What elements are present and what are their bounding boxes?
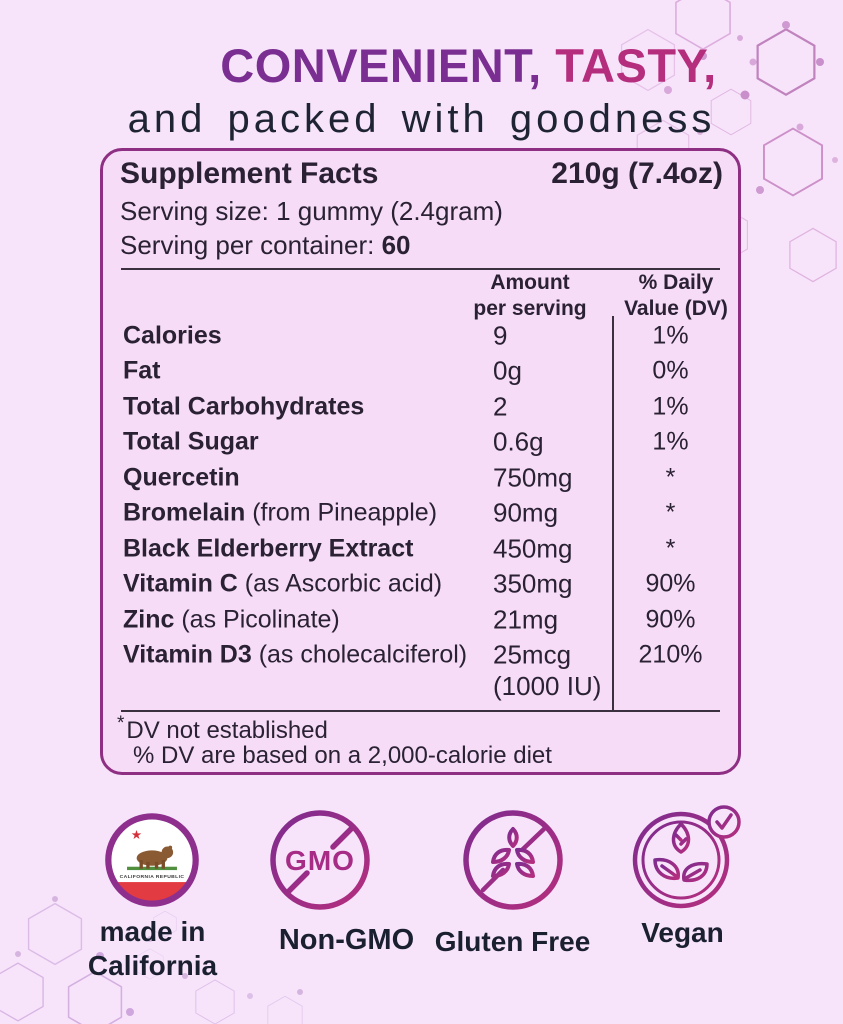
serving-size: Serving size: 1 gummy (2.4gram) (120, 196, 503, 226)
nutrient-note: (as Ascorbic acid) (237, 569, 443, 598)
nutrient-name: Vitamin C (as Ascorbic acid) (123, 569, 443, 598)
amount-value: 9 (493, 320, 508, 351)
table-row: Black Elderberry Extract 450mg * (123, 531, 724, 567)
amount-value: 25mcg (493, 639, 572, 670)
dv-value: 1% (652, 427, 689, 456)
table-row: Total Carbohydrates 2 1% (123, 389, 724, 425)
dv-value: * (665, 498, 676, 527)
table-row: Vitamin C (as Ascorbic acid) 350mg 90% (123, 567, 724, 603)
title-accent-2: TASTY, (541, 39, 717, 92)
servings-count: 60 (381, 230, 411, 260)
nutrient-name: Quercetin (123, 463, 240, 492)
vegan-icon (632, 805, 741, 909)
panel-header: Supplement Facts 210g (7.4oz) (120, 157, 723, 191)
gmo-text: GMO (285, 845, 355, 876)
table-row: Vitamin D3 (as cholecalciferol) 25mcg (1… (123, 638, 724, 701)
table-row: Calories 9 1% (123, 318, 724, 354)
dv-value: 1% (652, 321, 689, 350)
non-gmo-icon: GMO (270, 810, 370, 910)
nutrient-name: Fat (123, 356, 161, 385)
panel-title: Supplement Facts (120, 157, 379, 190)
dv-value: 1% (652, 392, 689, 421)
svg-text:★: ★ (131, 828, 142, 842)
footnote-dv: *DV not established (117, 713, 328, 744)
dv-value: 0% (652, 356, 689, 385)
nutrient-name: Vitamin D3 (as cholecalciferol) (123, 640, 468, 669)
nutrition-rows: Calories 9 1% Fat 0g 0% Total Carbohydra… (123, 318, 724, 701)
california-flag-icon: ★ CALIFORNIA REPUBLIC (105, 813, 199, 907)
nutrient-name: Total Carbohydrates (123, 392, 365, 421)
amount-value: 21mg (493, 604, 559, 635)
column-divider (612, 316, 614, 710)
nutrient-name: Zinc (as Picolinate) (123, 605, 340, 634)
net-weight: 210g (7.4oz) (551, 157, 723, 190)
page-title: CONVENIENT, TASTY, and packed with goodn… (0, 38, 843, 142)
check-icon (715, 813, 733, 830)
nutrient-name: Bromelain (from Pineapple) (123, 498, 438, 527)
gluten-free-icon (463, 810, 563, 910)
dv-value: 90% (645, 569, 696, 598)
badge-label-vegan: Vegan (641, 917, 724, 948)
table-row: Fat 0g 0% (123, 354, 724, 390)
amount-secondary: (1000 IU) (493, 670, 602, 701)
amount-value: 2 (493, 391, 508, 422)
table-row: Total Sugar 0.6g 1% (123, 425, 724, 461)
flag-motto: CALIFORNIA REPUBLIC (120, 874, 185, 880)
title-line1: CONVENIENT, TASTY, (0, 38, 843, 93)
title-accent-1: CONVENIENT, (220, 39, 542, 92)
servings-per-container: Serving per container: 60 (120, 230, 411, 260)
column-header-amount: Amount per serving (473, 271, 587, 321)
table-row: Bromelain (from Pineapple) 90mg * (123, 496, 724, 532)
table-row: Zinc (as Picolinate) 21mg 90% (123, 602, 724, 638)
amount-value: 90mg (493, 497, 559, 528)
nutrient-note: (from Pineapple) (245, 498, 438, 527)
divider-top (121, 268, 720, 270)
dv-value: * (665, 463, 676, 492)
asterisk: * (117, 713, 125, 734)
table-row: Quercetin 750mg * (123, 460, 724, 496)
amount-value: 350mg (493, 568, 573, 599)
amount-value: 0.6g (493, 426, 544, 457)
amount-value: 750mg (493, 462, 573, 493)
dv-value: 90% (645, 605, 696, 634)
badge-label-gluten-free: Gluten Free (434, 926, 591, 957)
supplement-facts-panel: Supplement Facts 210g (7.4oz) Serving si… (100, 148, 741, 775)
dv-value: 210% (638, 640, 703, 669)
title-line2: and packed with goodness (127, 97, 716, 141)
column-header-dv: % Daily Value (DV) (624, 271, 728, 321)
nutrient-name: Total Sugar (123, 427, 259, 456)
nutrient-name: Black Elderberry Extract (123, 534, 414, 563)
nutrient-note: (as Picolinate) (174, 605, 340, 634)
dv-value: * (665, 534, 676, 563)
badge-label-made-in-california: made in California (87, 916, 218, 981)
amount-value: 450mg (493, 533, 573, 564)
nutrient-note: (as cholecalciferol) (251, 640, 468, 669)
divider-bottom (121, 710, 720, 712)
badge-label-non-gmo: Non-GMO (278, 924, 415, 956)
footnote-calorie: % DV are based on a 2,000-calorie diet (133, 742, 552, 769)
nutrient-name: Calories (123, 321, 222, 350)
amount-value: 0g (493, 355, 522, 386)
